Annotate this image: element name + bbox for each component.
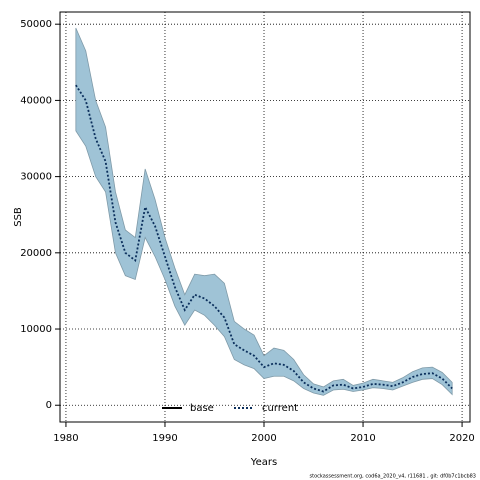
series-line	[75, 84, 453, 393]
y-tick-label: 20000	[20, 248, 52, 259]
y-tick-label: 10000	[20, 324, 52, 335]
y-axis-label: SSB	[13, 207, 24, 227]
y-tick-label: 40000	[20, 95, 52, 106]
legend-label: base	[190, 403, 214, 414]
legend-label: current	[262, 403, 298, 414]
x-tick-label: 2010	[350, 433, 375, 444]
confidence-band	[75, 27, 453, 396]
x-tick-label: 1980	[53, 433, 78, 444]
y-tick-label: 50000	[20, 19, 52, 30]
x-tick-label: 2020	[449, 433, 474, 444]
y-tick-label: 30000	[20, 172, 52, 183]
x-tick-label: 1990	[152, 433, 177, 444]
footer: stockassessment.org, cod6a_2020_v4, r116…	[310, 474, 476, 480]
x-tick-label: 2000	[251, 433, 276, 444]
plot-frame	[59, 11, 471, 423]
x-axis-label: Years	[250, 457, 277, 468]
y-tick-label: 0	[46, 400, 52, 411]
